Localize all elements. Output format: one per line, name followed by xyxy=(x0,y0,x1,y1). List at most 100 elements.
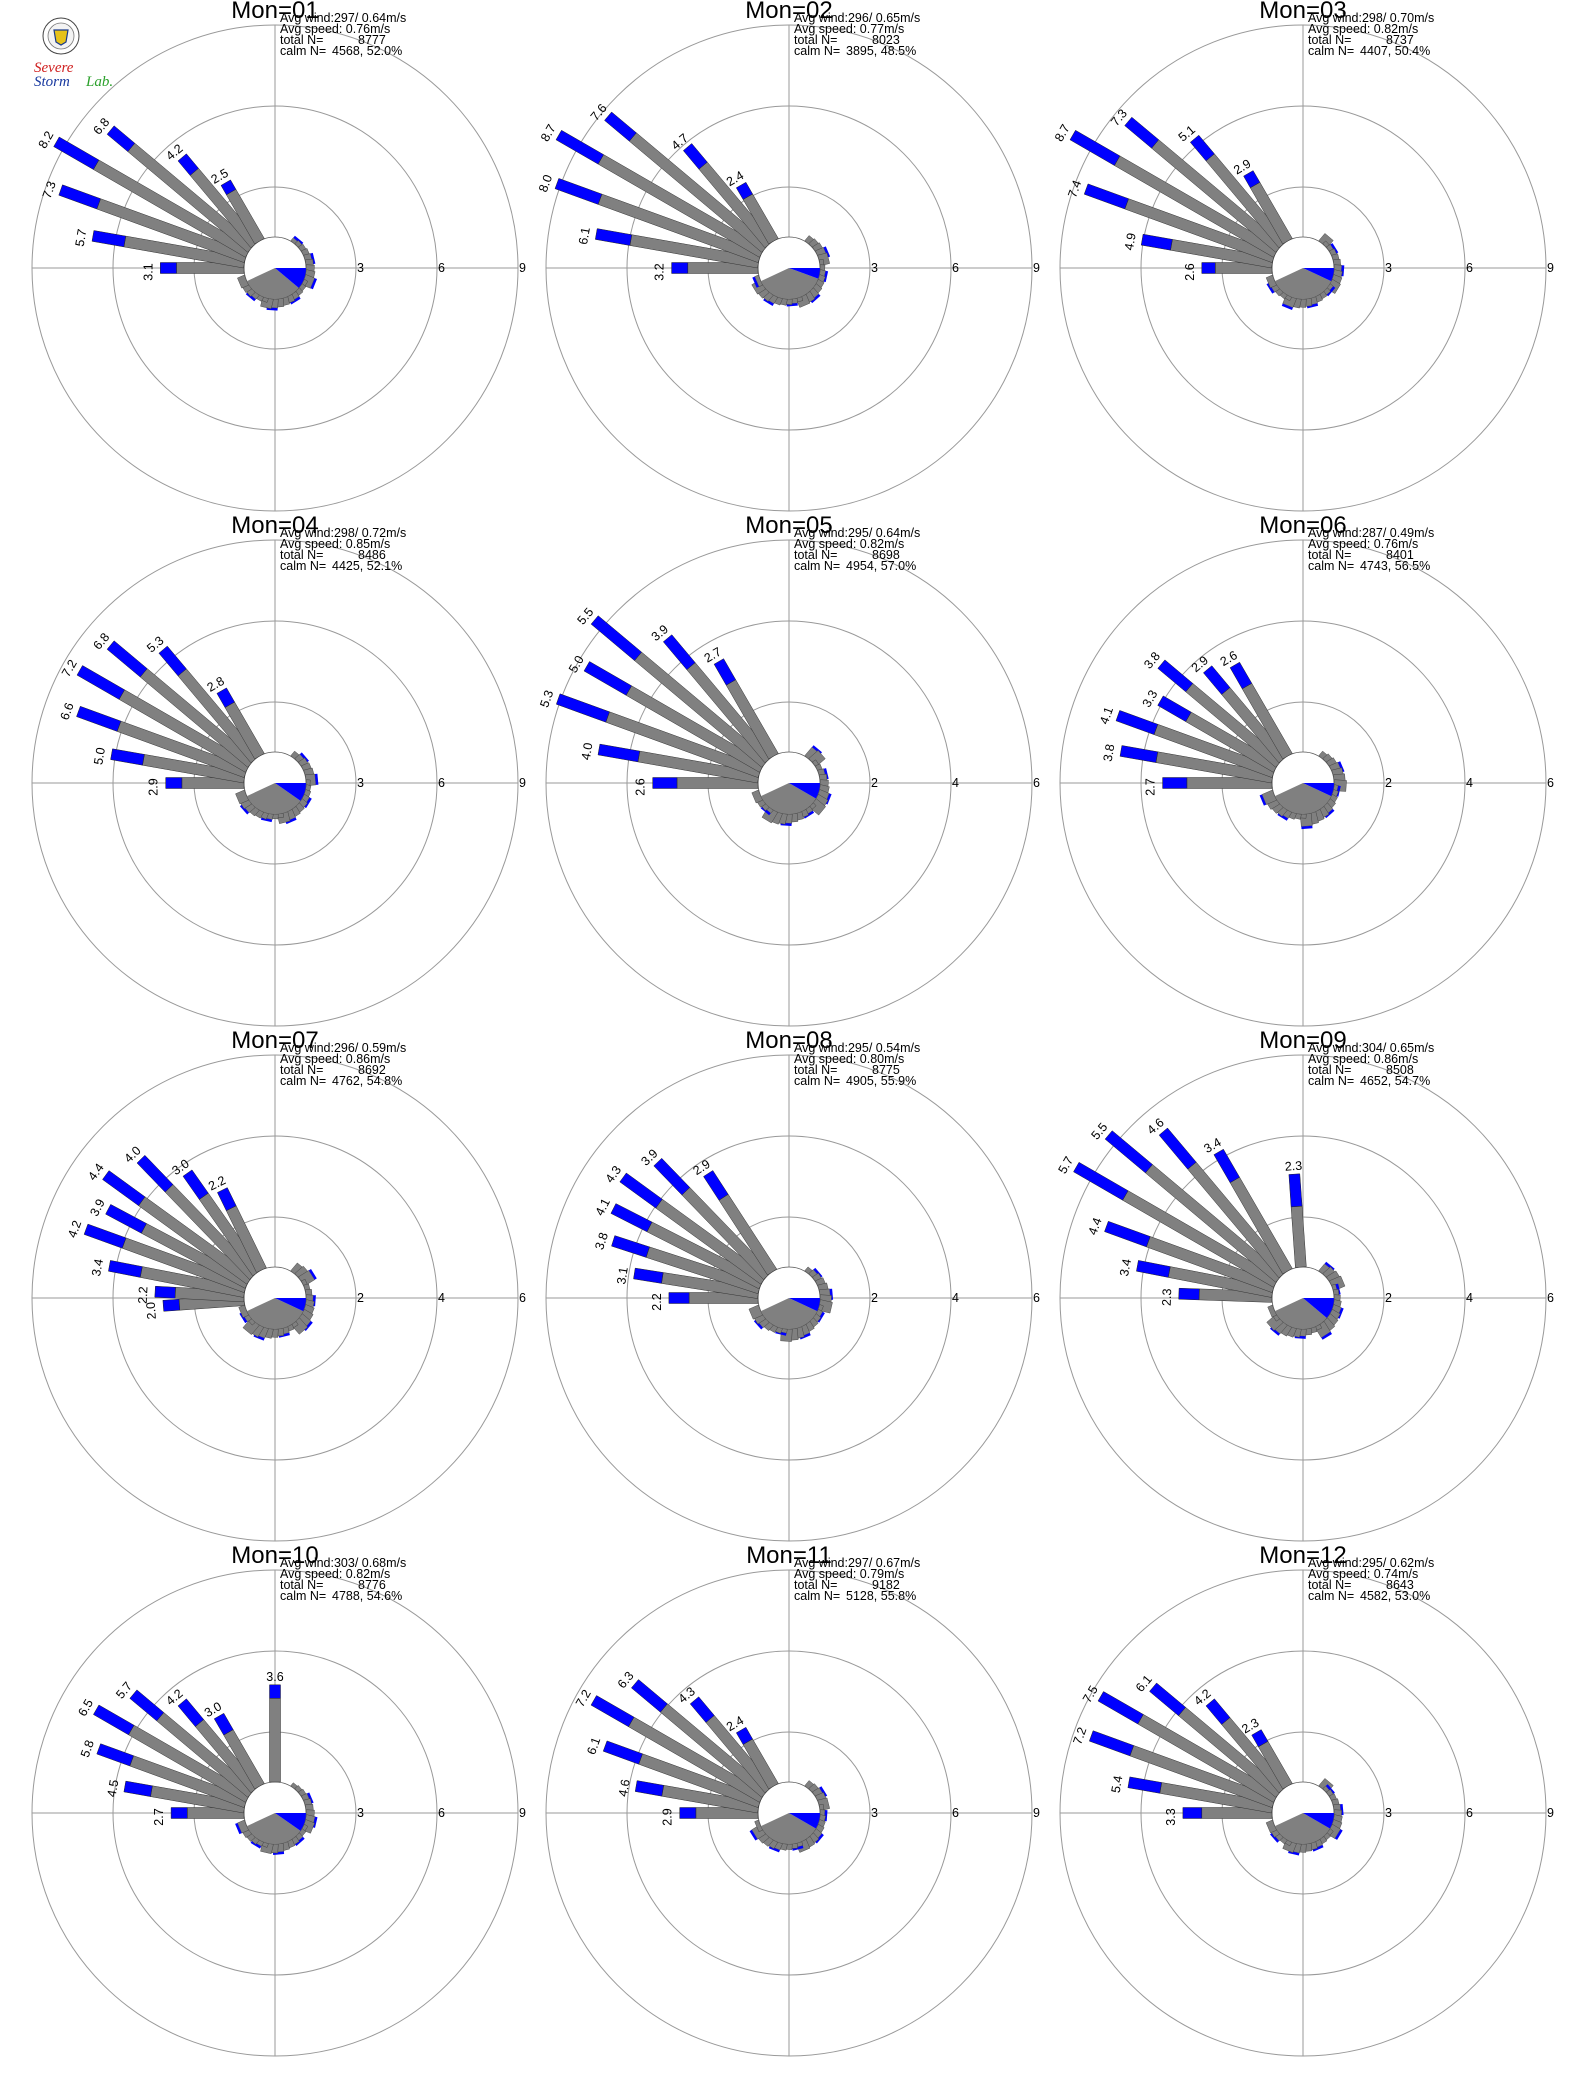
spoke-bar-fast xyxy=(91,230,127,248)
panel-title: Mon=06 xyxy=(1259,512,1346,539)
spoke-bar-fast xyxy=(713,658,737,686)
ring-label: 6 xyxy=(1547,776,1554,790)
stat-calm-label: calm N= xyxy=(794,1589,840,1603)
minor-spoke-fast xyxy=(1306,303,1319,309)
stat-calm-value: 4743, 56.5% xyxy=(1360,559,1430,573)
spoke-value-label: 5.7 xyxy=(73,228,90,248)
stat-avg-speed: Avg speed: 0.80m/s xyxy=(794,1052,904,1066)
spoke-bar-fast xyxy=(102,1170,146,1207)
ring-label: 4 xyxy=(438,1291,445,1305)
ring-label: 3 xyxy=(357,1806,364,1820)
spoke-value-label: 2.3 xyxy=(1160,1288,1175,1306)
spoke-bar-fast xyxy=(611,1235,650,1258)
ring-label: 6 xyxy=(952,1806,959,1820)
ring-label: 3 xyxy=(357,776,364,790)
ring-label: 6 xyxy=(438,261,445,275)
spoke-bar-fast xyxy=(217,1187,237,1212)
stat-avg-wind: Avg wind:295/ 0.62m/s xyxy=(1308,1556,1434,1570)
spoke-bar-fast xyxy=(110,748,145,766)
panel-title: Mon=03 xyxy=(1259,0,1346,24)
calm-wedge-fast xyxy=(789,268,820,279)
minor-spoke-fast xyxy=(752,276,759,288)
spoke-bar-fast xyxy=(1157,695,1192,722)
ring-label: 2 xyxy=(871,776,878,790)
minor-spoke-fast xyxy=(245,292,256,302)
spoke-bar-fast xyxy=(76,665,125,700)
stat-calm-label: calm N= xyxy=(280,559,326,573)
stat-total-label: total N= xyxy=(794,33,837,47)
spoke-bar-fast xyxy=(129,1689,165,1722)
spoke-bar-fast xyxy=(158,645,187,677)
spoke-value-label: 5.3 xyxy=(537,688,556,709)
minor-spoke-fast xyxy=(314,773,319,785)
spoke-bar-fast xyxy=(597,743,641,763)
spoke-bar-fast xyxy=(269,1684,281,1699)
spoke-bar-fast xyxy=(170,1807,188,1819)
stat-avg-wind: Avg wind:296/ 0.59m/s xyxy=(280,1041,406,1055)
stat-avg-speed: Avg speed: 0.82m/s xyxy=(1308,22,1418,36)
stat-total-label: total N= xyxy=(280,1063,323,1077)
minor-spoke-fast xyxy=(823,768,829,780)
spoke-bar-fast xyxy=(1104,1130,1153,1174)
stat-calm-label: calm N= xyxy=(280,1074,326,1088)
spoke-value-label: 8.7 xyxy=(538,122,559,144)
spoke-bar-fast xyxy=(1201,262,1216,274)
spoke-value-label: 6.1 xyxy=(584,1735,603,1756)
stat-calm-value: 4407, 50.4% xyxy=(1360,44,1430,58)
ring-label: 2 xyxy=(871,1291,878,1305)
spoke-bar-fast xyxy=(1083,183,1129,210)
spoke-bar-fast xyxy=(162,1298,181,1312)
spoke-bar-fast xyxy=(590,1695,635,1728)
spoke-bar-fast xyxy=(220,179,237,196)
spoke-bar-fast xyxy=(106,640,148,678)
spoke-value-label: 2.2 xyxy=(650,1293,664,1310)
stat-avg-wind: Avg wind:298/ 0.72m/s xyxy=(280,526,406,540)
calm-wedge-fast xyxy=(1303,268,1334,282)
spoke-value-label: 3.1 xyxy=(614,1266,631,1285)
spoke-bar-fast xyxy=(610,1203,653,1233)
spoke-bar-fast xyxy=(1203,665,1231,695)
spoke-bar-fast xyxy=(1162,777,1188,789)
minor-spoke-fast xyxy=(285,817,297,825)
spoke-bar-fast xyxy=(1088,1730,1135,1757)
spoke-bar-fast xyxy=(555,693,610,723)
stat-total-value: 8643 xyxy=(1386,1578,1414,1592)
spoke-bar-fast xyxy=(689,1696,715,1723)
ring-label: 9 xyxy=(1547,261,1554,275)
calm-wedge-fast xyxy=(1303,1813,1334,1829)
calm-wedge-slow xyxy=(760,1298,818,1330)
ring-label: 6 xyxy=(1547,1291,1554,1305)
calm-wedge-slow xyxy=(760,268,819,299)
ring-label: 6 xyxy=(438,776,445,790)
spoke-bar-fast xyxy=(671,262,689,274)
wind-rose-chart: 2 4 62.02.23.44.23.94.44.03.02.2Mon=07Avg … xyxy=(31,1027,526,1542)
minor-spoke-fast xyxy=(310,278,317,290)
spoke-bar-fast xyxy=(1104,1220,1151,1248)
spoke-value-label: 3.4 xyxy=(1117,1258,1134,1278)
stat-total-value: 8698 xyxy=(872,548,900,562)
spoke-bar-fast xyxy=(1069,129,1121,166)
spoke-bar-fast xyxy=(76,705,122,732)
spoke-bar-fast xyxy=(1288,1173,1303,1208)
stat-avg-speed: Avg speed: 0.76m/s xyxy=(280,22,390,36)
spoke-value-label: 3.3 xyxy=(1164,1808,1178,1825)
calm-wedge-fast xyxy=(789,783,820,799)
stat-total-value: 8023 xyxy=(872,33,900,47)
stat-total-label: total N= xyxy=(1308,33,1351,47)
spoke-value-label: 6.6 xyxy=(58,701,77,722)
ring-label: 9 xyxy=(1547,1806,1554,1820)
stat-avg-wind: Avg wind:295/ 0.64m/s xyxy=(794,526,920,540)
minor-spoke-fast xyxy=(290,296,301,305)
ring-label: 9 xyxy=(1033,261,1040,275)
spoke-bar-fast xyxy=(1136,1260,1171,1278)
spoke-value-label: 5.8 xyxy=(78,1738,97,1759)
spoke-bar-fast xyxy=(1243,170,1261,189)
spoke-value-label: 2.9 xyxy=(147,778,161,795)
stat-avg-wind: Avg wind:298/ 0.70m/s xyxy=(1308,11,1434,25)
stat-total-label: total N= xyxy=(280,1578,323,1592)
spoke-value-label: 4.1 xyxy=(593,1196,613,1218)
